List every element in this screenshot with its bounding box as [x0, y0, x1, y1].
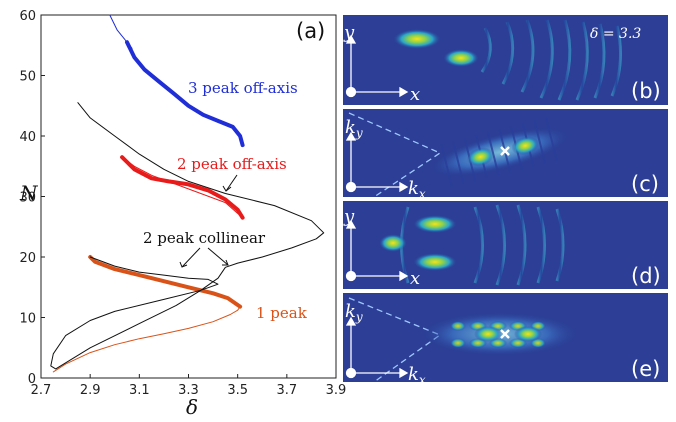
annotation-1-peak: 1 peak: [256, 304, 308, 322]
annotation-3-peak-off-axis: 3 peak off-axis: [188, 79, 298, 97]
panel-label-b: (b): [631, 79, 661, 103]
y-tick-label: 20: [19, 251, 36, 266]
y-tick-label: 0: [28, 372, 36, 387]
series-line-2-peak-collinear: [50, 102, 325, 370]
y-tick-label: 30: [19, 191, 36, 206]
annotation-2-peak-collinear: 2 peak collinear: [143, 229, 266, 247]
x-ticks: 2.7 2.9 3.1 3.3 3.5 3.7 3.9: [31, 374, 347, 398]
panel-e-axis-ky: ky: [345, 301, 363, 324]
x-tick-label: 3.9: [326, 383, 347, 398]
x-axis-label: δ: [186, 395, 198, 419]
y-ticks: 0 10 20 30 40 50 60: [19, 9, 45, 387]
panel-c: ky kx (c): [343, 109, 668, 201]
y-tick-label: 60: [19, 9, 36, 24]
panel-b-delta: δ = 3.3: [590, 26, 641, 42]
x-tick-label: 3.1: [129, 383, 150, 398]
series-line-3-peak-off-axis-thick: [125, 40, 245, 148]
plot-frame: [40, 14, 337, 379]
panel-d-axis-y: y: [343, 206, 355, 227]
panel-e: ky kx (e): [343, 293, 668, 387]
panel-label-c: (c): [631, 172, 659, 196]
panel-c-axis-ky: ky: [345, 117, 363, 140]
series-line-2-peak-off-axis-thick: [120, 155, 245, 220]
panel-d-axis-x: x: [410, 268, 420, 289]
series-line-1-peak-thick: [88, 255, 243, 309]
x-tick-label: 3.7: [276, 383, 297, 398]
panel-b: y x δ = 3.3 (b): [343, 15, 668, 105]
panel-d: y x (d): [343, 201, 668, 289]
x-tick-label: 2.9: [80, 383, 101, 398]
y-axis-label: N: [19, 181, 39, 205]
x-tick-label: 2.7: [31, 383, 52, 398]
panel-c-axis-kx: kx: [408, 178, 426, 201]
panel-b-axis-y: y: [343, 22, 355, 43]
panel-label-a: (a): [296, 19, 325, 43]
series-line-1-peak-thin: [52, 306, 241, 373]
annotation-arrows: [179, 174, 238, 268]
y-tick-label: 50: [19, 70, 36, 85]
x-tick-label: 3.3: [178, 383, 199, 398]
panel-label-d: (d): [631, 264, 661, 288]
y-tick-label: 40: [19, 130, 36, 145]
panel-e-axis-kx: kx: [408, 364, 426, 387]
annotation-2-peak-off-axis: 2 peak off-axis: [177, 155, 287, 173]
x-tick-label: 3.5: [227, 383, 248, 398]
curves: [50, 14, 325, 373]
panel-label-e: (e): [631, 357, 660, 381]
series-line-2-peak-off-axis-thin: [121, 156, 244, 219]
y-tick-label: 10: [19, 312, 36, 327]
panel-b-axis-x: x: [410, 84, 420, 105]
